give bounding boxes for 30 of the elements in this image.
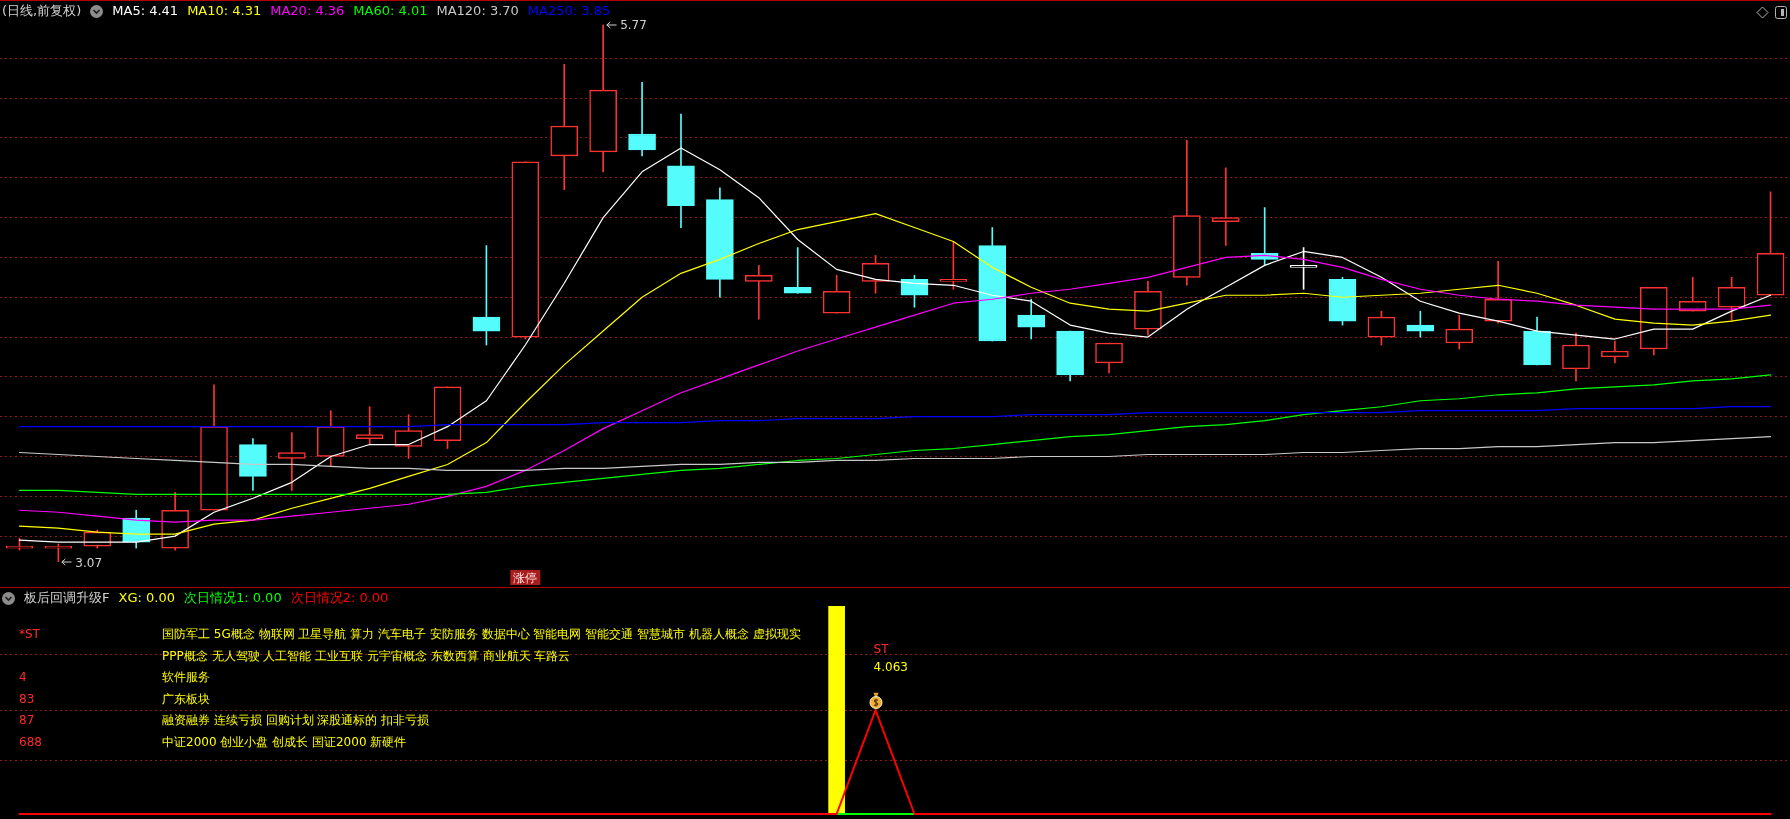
chart-title: (日线,前复权) (2, 3, 82, 19)
text: MA250: 3.85 (527, 3, 611, 19)
annotation: 5.77 (620, 18, 647, 32)
annotation: 国防军工 5G概念 物联网 卫星导航 算力 汽车电子 安防服务 数据中心 智能电网 智能交通 智慧城市 机器人概念 虚拟现实 PPP概念 无人驾驶 人工智能 工业互联 元宇宙概念 东数西算 商业航天 车路云 (162, 626, 802, 665)
annotation: 融资融券 连续亏损 回购计划 深股通标的 扣非亏损 (162, 712, 431, 729)
text: 次日情况1: 0.00 (183, 590, 282, 606)
annotation: 4 (19, 669, 28, 686)
annotation: 87 (19, 712, 36, 729)
annotation: 软件服务 (162, 669, 211, 686)
annotation: 83 (19, 690, 36, 708)
annotation: 4.063 (873, 659, 908, 674)
annotation: 3.07 (75, 555, 103, 570)
text: MA10: 4.31 (187, 3, 262, 19)
text: XG: 0.00 (118, 590, 175, 606)
annotation: ST (873, 641, 890, 656)
text: MA5: 4.41 (112, 3, 179, 19)
annotation: *ST (19, 626, 41, 643)
text: MA20: 4.36 (270, 3, 345, 19)
annotation: 广东板块 (162, 690, 211, 708)
annotation: 中证2000 创业小盘 创成长 国证2000 新硬件 (162, 733, 408, 751)
candlestick (783, 247, 812, 294)
text: 次日情况2: 0.00 (290, 590, 389, 606)
chart-title: 板后回调升级F (24, 590, 110, 606)
candlestick (1406, 310, 1435, 338)
candlestick (550, 63, 579, 191)
text: MA60: 4.01 (353, 3, 428, 19)
text: MA120: 3.70 (436, 3, 519, 19)
candlestick (628, 81, 656, 157)
text: 涨停 (513, 570, 538, 585)
annotation: 688 (19, 733, 43, 751)
